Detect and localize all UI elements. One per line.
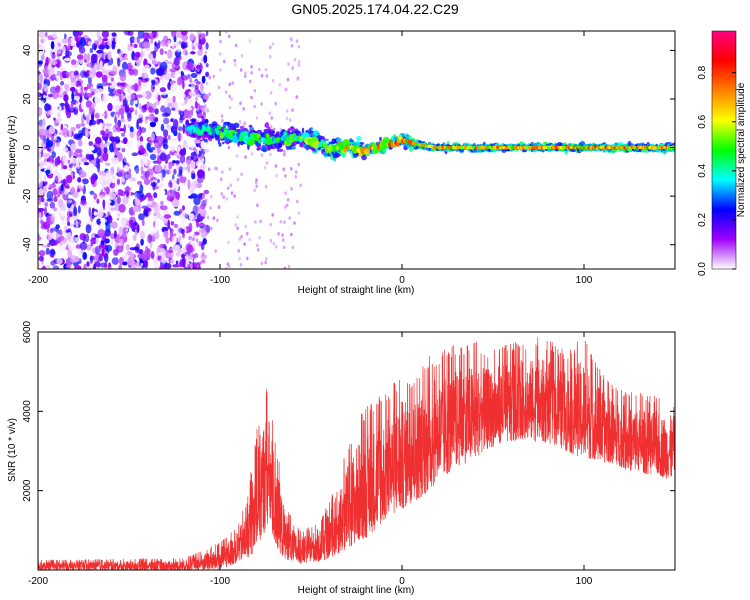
- snr-y-tick-label: 2000: [22, 479, 33, 502]
- spectrogram-x-tick-label: -100: [210, 275, 230, 286]
- spectrogram-x-axis-title: Height of straight line (km): [298, 285, 415, 296]
- spectrogram-y-tick-label: 40: [22, 44, 33, 56]
- snr-x-tick-label: 100: [576, 576, 593, 587]
- spectrogram-y-tick-label: 0: [22, 144, 33, 150]
- snr-plot-area: [38, 337, 675, 570]
- colorbar-tick-label: 0.2: [697, 213, 708, 227]
- colorbar: [711, 30, 737, 270]
- spectrogram-y-tick-label: -40: [22, 237, 33, 252]
- snr-series-line: [38, 337, 675, 570]
- snr-y-tick-label: 4000: [22, 400, 33, 423]
- snr-x-axis-title: Height of straight line (km): [298, 585, 415, 596]
- colorbar-title: Normalized spectral amplitude: [736, 82, 747, 217]
- spectrogram-plot-area: [38, 31, 675, 269]
- spectrogram-y-tick-label: 20: [22, 93, 33, 105]
- page-title: GN05.2025.174.04.22.C29: [291, 1, 459, 17]
- colorbar-tick-label: 0.4: [697, 163, 708, 177]
- spectrogram-x-tick-label: 100: [576, 275, 593, 286]
- spectrogram-frame: [37, 30, 676, 270]
- snr-y-axis-title: SNR (10 * v/v): [7, 418, 18, 482]
- snr-y-tick-label: 6000: [22, 320, 33, 343]
- spectrogram-y-axis-title: Frequency (Hz): [7, 116, 18, 185]
- spectrogram-x-tick-label: 0: [399, 275, 405, 286]
- spectrogram-x-tick-label: -200: [28, 275, 48, 286]
- spectrogram-y-tick-label: -20: [22, 188, 33, 203]
- snr-frame: [37, 331, 676, 571]
- snr-axes: -200 -100 0 100 2000 4000 6000: [22, 320, 675, 587]
- colorbar-tick-label: 0.8: [697, 65, 708, 79]
- snr-x-tick-label: -200: [28, 576, 48, 587]
- colorbar-tick-label: 0.6: [697, 114, 708, 128]
- snr-x-tick-label: -100: [210, 576, 230, 587]
- colorbar-axes: 0.0 0.2 0.4 0.6 0.8: [697, 65, 736, 276]
- snr-x-tick-label: 0: [399, 576, 405, 587]
- colorbar-tick-label: 0.0: [697, 262, 708, 276]
